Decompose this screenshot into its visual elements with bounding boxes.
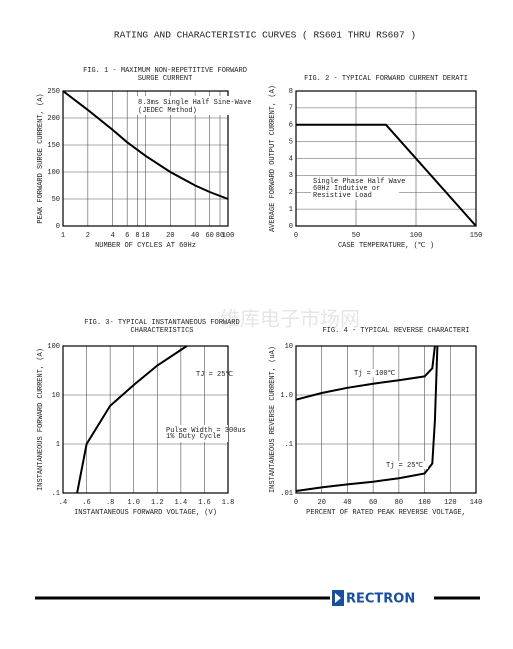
- x-axis-label: PERCENT OF RATED PEAK REVERSE VOLTAGE,: [306, 509, 466, 517]
- y-tick-label: 200: [47, 115, 60, 123]
- x-tick-label: 1: [61, 232, 65, 240]
- y-tick-label: 1: [56, 441, 60, 449]
- annotation: 8.3ms Single Half Sine-Wave: [138, 99, 251, 107]
- page-title: RATING AND CHARACTERISTIC CURVES ( RS601…: [114, 30, 416, 41]
- y-tick-label: 1.0: [280, 392, 293, 400]
- series-label: Tj = 100℃: [354, 370, 396, 378]
- x-tick-label: 120: [444, 499, 457, 507]
- plot-frame: [295, 90, 477, 227]
- y-tick-label: 250: [47, 88, 60, 96]
- x-tick-label: 8: [135, 232, 139, 240]
- annotation: (JEDEC Method): [138, 107, 197, 115]
- y-axis-label: INSTANTANEOUS FORWARD CURRENT, (A): [37, 348, 45, 491]
- y-tick-label: 100: [47, 343, 60, 351]
- x-axis-label: INSTANTANEOUS FORWARD VOLTAGE, (V): [74, 509, 217, 517]
- y-tick-label: 3: [289, 172, 293, 180]
- annotation: 1% Duty Cycle: [166, 433, 221, 441]
- plot-frame: [62, 345, 229, 494]
- x-tick-label: 0: [294, 232, 298, 240]
- chart-title: CHARACTERISTICS: [130, 327, 193, 335]
- annotation-bg: [311, 176, 399, 200]
- x-tick-label: .4: [59, 499, 67, 507]
- curve: [76, 345, 188, 494]
- curve: [295, 345, 436, 401]
- x-tick-label: 140: [470, 499, 483, 507]
- curve: [62, 90, 229, 200]
- x-tick-label: 100: [410, 232, 423, 240]
- y-tick-label: .01: [280, 490, 293, 498]
- brand: RECTRON: [346, 592, 415, 607]
- x-tick-label: 80: [395, 499, 403, 507]
- x-tick-label: 1.4: [175, 499, 188, 507]
- watermark: 维库电子市场网: [220, 307, 360, 331]
- x-tick-label: 40: [191, 232, 199, 240]
- chart-title: FIG. 1 - MAXIMUM NON-REPETITIVE FORWARD: [83, 67, 247, 75]
- logo-icon-mark: [335, 593, 341, 603]
- x-tick-label: 1.2: [151, 499, 164, 507]
- x-tick-label: 60: [369, 499, 377, 507]
- y-axis-label: AVERAGE FORWARD OUTPUT CURRENT, (A): [269, 85, 277, 232]
- y-tick-label: 6: [289, 122, 293, 130]
- plot-frame: [62, 90, 229, 227]
- x-tick-label: 150: [470, 232, 483, 240]
- y-tick-label: 2: [289, 189, 293, 197]
- x-tick-label: .8: [106, 499, 114, 507]
- x-tick-label: 1.0: [127, 499, 140, 507]
- y-tick-label: 5: [289, 138, 293, 146]
- y-tick-label: .1: [52, 490, 60, 498]
- x-tick-label: 20: [318, 499, 326, 507]
- x-tick-label: 50: [352, 232, 360, 240]
- x-tick-label: 10: [141, 232, 149, 240]
- annotation: Single Phase Half Wave: [313, 178, 405, 186]
- x-axis-label: NUMBER OF CYCLES AT 60Hz: [95, 242, 196, 250]
- plot-frame: [295, 345, 477, 494]
- y-tick-label: 0: [56, 223, 60, 231]
- y-tick-label: 10: [52, 392, 60, 400]
- annotation: TJ = 25℃: [196, 371, 233, 379]
- x-tick-label: 1.6: [198, 499, 211, 507]
- x-tick-label: 1.8: [222, 499, 235, 507]
- y-tick-label: 4: [289, 155, 293, 163]
- annotation-bg: [136, 96, 246, 115]
- x-tick-label: 6: [125, 232, 129, 240]
- annotation-bg: [164, 425, 228, 442]
- y-tick-label: 7: [289, 105, 293, 113]
- series-label-bg: [352, 369, 396, 377]
- chart-title: FIG. 3- TYPICAL INSTANTANEOUS FORWARD: [84, 319, 239, 327]
- x-tick-label: 40: [343, 499, 351, 507]
- y-tick-label: 100: [47, 169, 60, 177]
- x-tick-label: 4: [111, 232, 115, 240]
- annotation: Pulse Width = 300us: [166, 427, 246, 435]
- x-tick-label: 100: [222, 232, 235, 240]
- x-axis-label: CASE TEMPERATURE, (℃ ): [338, 242, 434, 250]
- x-tick-label: 2: [86, 232, 90, 240]
- x-tick-label: .6: [82, 499, 90, 507]
- series-label: Tj = 25℃: [386, 462, 423, 470]
- curve: [296, 123, 477, 227]
- y-tick-label: 8: [289, 88, 293, 96]
- x-tick-label: 0: [294, 499, 298, 507]
- x-tick-label: 20: [166, 232, 174, 240]
- series-label-bg: [384, 461, 428, 469]
- annotation: 60Hz Indutive or: [313, 185, 380, 193]
- y-tick-label: 0: [289, 223, 293, 231]
- annotation: Resistive Load: [313, 192, 372, 200]
- y-tick-label: 50: [52, 196, 60, 204]
- x-tick-label: 100: [418, 499, 431, 507]
- chart-title: SURGE CURRENT: [138, 75, 193, 83]
- chart-title: FIG. 2 - TYPICAL FORWARD CURRENT DERATI: [304, 75, 468, 83]
- y-tick-label: 10: [285, 343, 293, 351]
- y-tick-label: 150: [47, 142, 60, 150]
- curve: [295, 345, 439, 492]
- x-tick-label: 80: [216, 232, 224, 240]
- y-axis-label: PEAK FORWARD SURGE CURRENT, (A): [37, 93, 45, 223]
- y-tick-label: 1: [289, 206, 293, 214]
- x-tick-label: 60: [205, 232, 213, 240]
- y-axis-label: INSTANTANEOUS REVERSE CURRENT, (uA): [269, 346, 277, 493]
- chart-title: FIG. 4 - TYPICAL REVERSE CHARACTERI: [322, 327, 469, 335]
- y-tick-label: .1: [285, 441, 293, 449]
